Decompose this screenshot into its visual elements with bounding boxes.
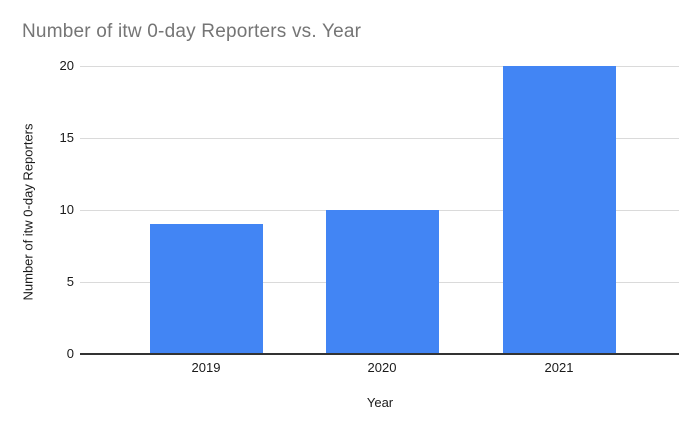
gridline-15 (80, 138, 679, 139)
x-tick-label-2021: 2021 (544, 360, 574, 375)
y-tick-label-15: 15 (59, 130, 74, 145)
x-axis-title: Year (366, 395, 394, 410)
x-tick-label-2020: 2020 (367, 360, 397, 375)
chart-title: Number of itw 0-day Reporters vs. Year (22, 21, 362, 42)
bar-2021[interactable] (502, 66, 616, 353)
y-tick-label-20: 20 (59, 58, 74, 73)
y-tick-label-5: 5 (66, 274, 74, 289)
y-tick-label-10: 10 (59, 202, 74, 217)
x-tick-label-2019: 2019 (191, 360, 221, 375)
bar-2020[interactable] (325, 210, 439, 353)
bar-2019[interactable] (149, 224, 263, 353)
y-tick-label-0: 0 (66, 346, 74, 361)
x-axis-baseline (80, 353, 679, 355)
gridline-20 (80, 66, 679, 67)
